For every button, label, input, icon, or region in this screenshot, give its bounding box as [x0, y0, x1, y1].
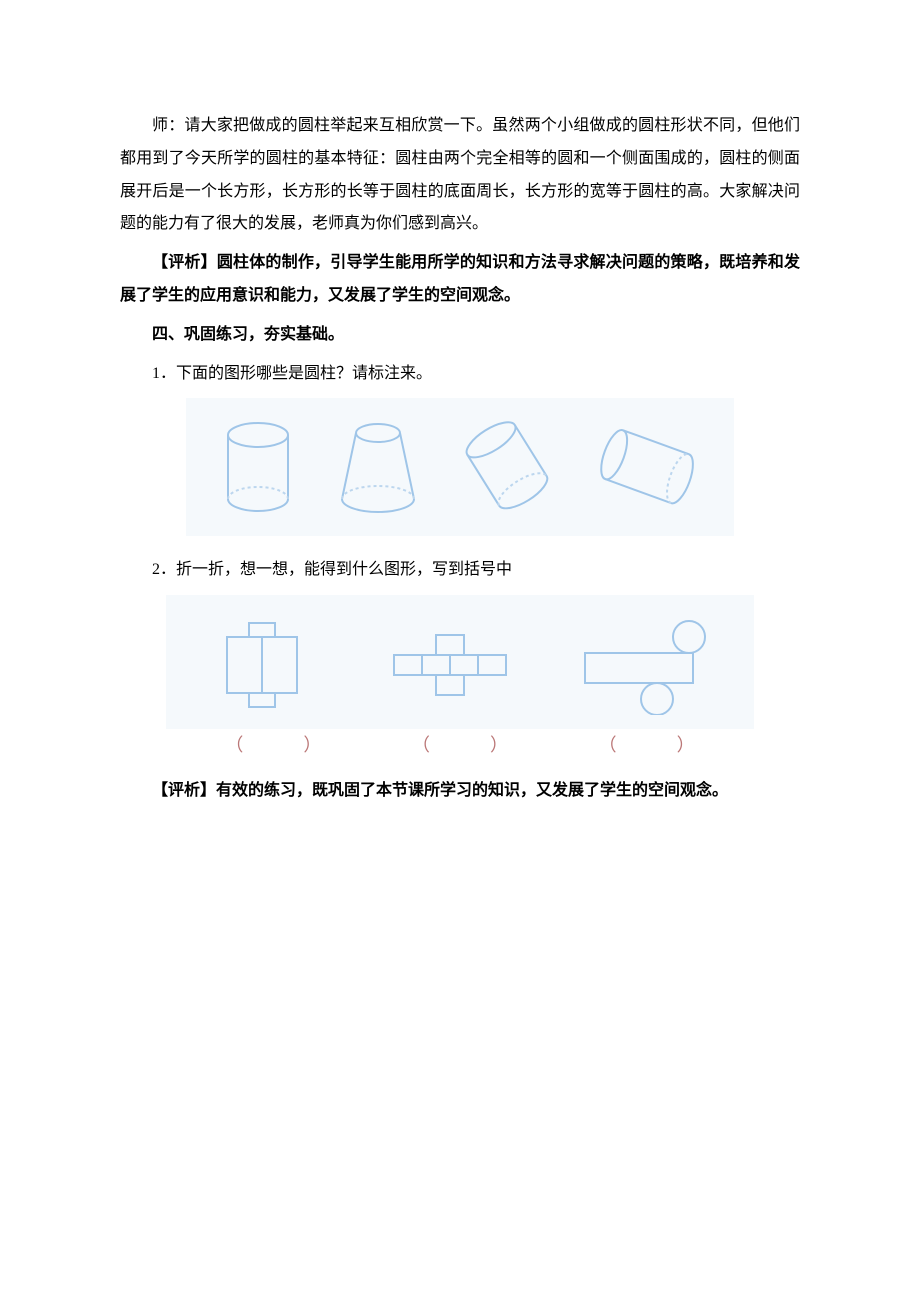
paren-2-left: （ — [412, 731, 430, 757]
commentary-2: 【评析】有效的练习，既巩固了本节课所学习的知识，又发展了学生的空间观念。 — [120, 775, 800, 808]
shape-tilted-cylinder-2 — [588, 417, 708, 517]
net-cylinder — [563, 615, 723, 715]
section-heading: 四、巩固练习，夯实基础。 — [120, 319, 800, 352]
shape-tilted-cylinder-1 — [453, 417, 563, 517]
paren-1-left: （ — [225, 731, 243, 757]
figure-1-panel — [186, 398, 734, 536]
paren-2-right: ） — [490, 731, 508, 757]
figure-2-col: （ ） （ ） （ ） — [166, 595, 754, 757]
question-1-text: 1．下面的图形哪些是圆柱？请标注来。 — [120, 358, 800, 391]
figure-2-wrap: （ ） （ ） （ ） — [120, 595, 800, 757]
commentary-1: 【评析】圆柱体的制作，引导学生能用所学的知识和方法寻求解决问题的策略，既培养和发… — [120, 247, 800, 313]
paren-row: （ ） （ ） （ ） — [166, 731, 754, 757]
question-2-text: 2．折一折，想一想，能得到什么图形，写到括号中 — [120, 554, 800, 587]
paren-1: （ ） — [213, 731, 333, 757]
teacher-remark: 师：请大家把做成的圆柱举起来互相欣赏一下。虽然两个小组做成的圆柱形状不同，但他们… — [120, 110, 800, 241]
shape-upright-cylinder — [213, 417, 303, 517]
paren-3: （ ） — [587, 731, 707, 757]
paren-3-left: （ — [599, 731, 617, 757]
shape-truncated-cone — [328, 417, 428, 517]
net-cuboid-tall — [197, 615, 337, 715]
paren-1-right: ） — [303, 731, 321, 757]
paren-3-right: ） — [677, 731, 695, 757]
paren-2: （ ） — [400, 731, 520, 757]
net-cuboid-cross — [370, 615, 530, 715]
figure-2-panel — [166, 595, 754, 729]
figure-1-wrap — [120, 398, 800, 536]
